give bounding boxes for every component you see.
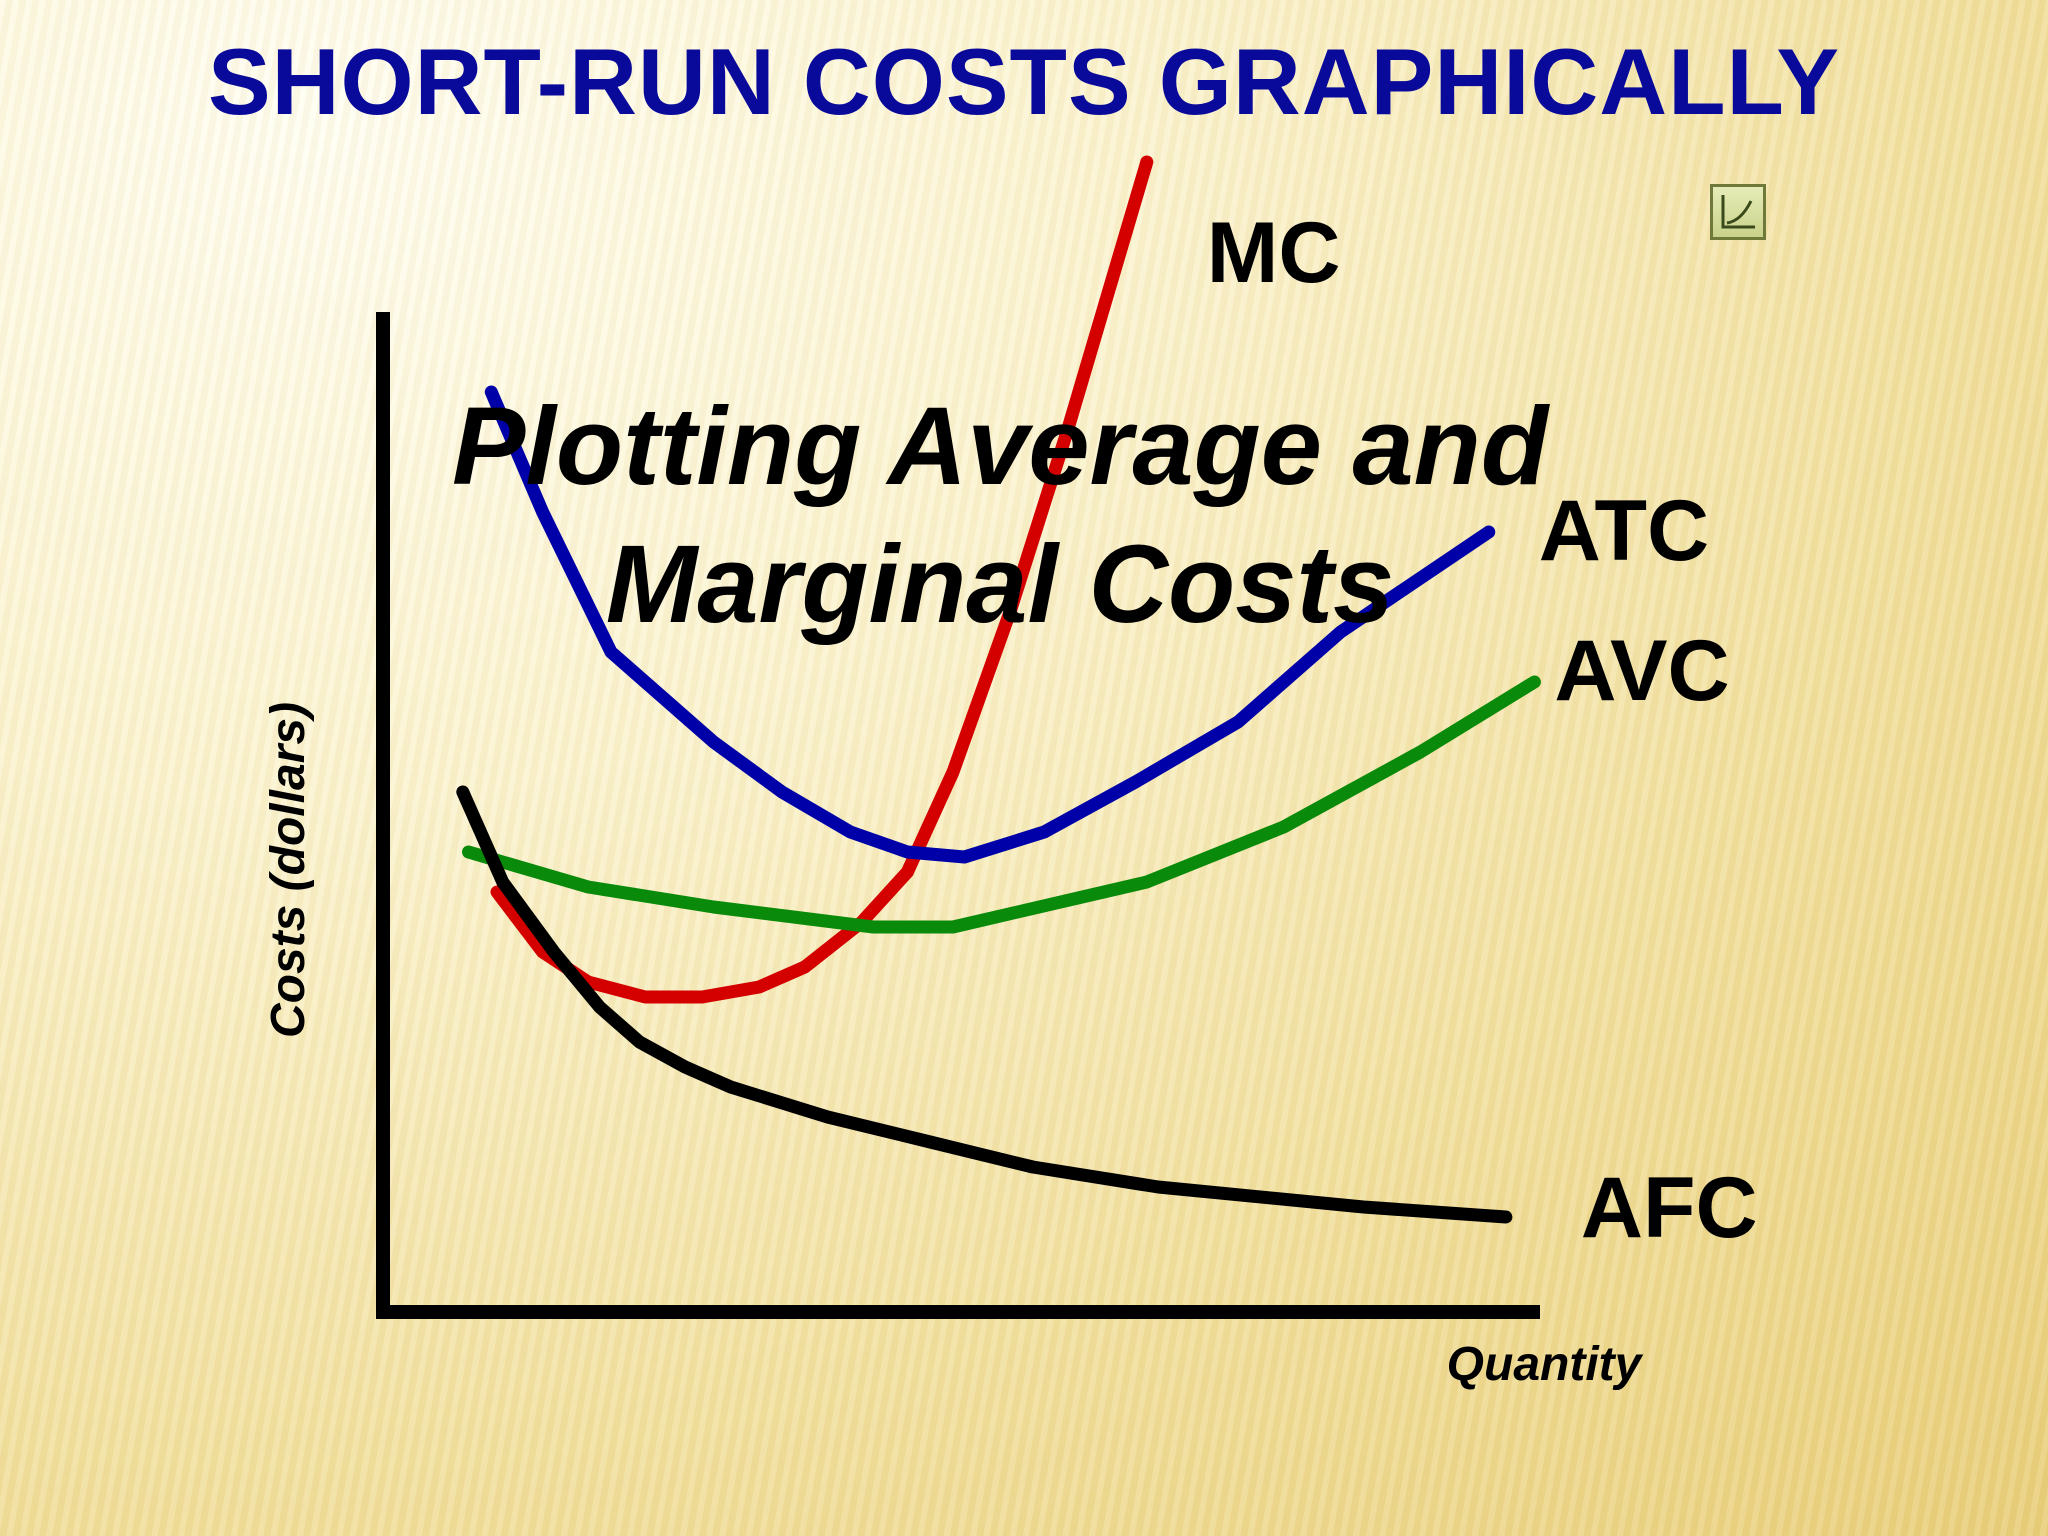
cost-curve-icon[interactable] — [1710, 184, 1766, 240]
series-avc-line — [462, 675, 1541, 934]
label-mc: MC — [1207, 205, 1341, 301]
y-axis-label: Costs (dollars) — [262, 702, 315, 1038]
cost-curve-icon-glyph — [1721, 195, 1755, 229]
label-avc: AVC — [1554, 623, 1729, 719]
label-atc: ATC — [1539, 483, 1709, 579]
overlay-line-2: Marginal Costs — [606, 523, 1394, 646]
series-mc-line — [490, 155, 1154, 1004]
series-layer — [456, 155, 1541, 1224]
x-axis-label: Quantity — [1447, 1338, 1644, 1391]
curve-labels: MC ATC AVC AFC — [1207, 205, 1758, 1256]
slide-title: SHORT-RUN COSTS GRAPHICALLY — [207, 29, 1841, 134]
series-atc-line — [484, 385, 1496, 864]
series-afc-line — [456, 785, 1513, 1224]
overlay-line-1: Plotting Average and — [452, 385, 1551, 508]
label-afc: AFC — [1581, 1160, 1758, 1256]
